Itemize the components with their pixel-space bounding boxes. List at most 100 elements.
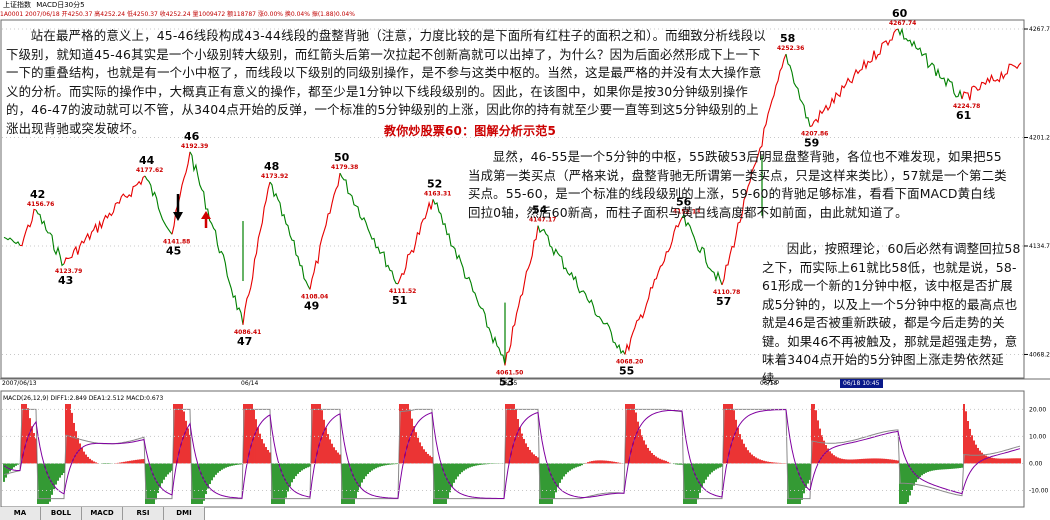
pivot-price-label: 4163.31 <box>424 190 451 197</box>
date-label: 06/14 <box>241 380 259 387</box>
pivot-price-label: 4086.41 <box>234 329 261 336</box>
dea-line <box>3 409 1021 499</box>
price-segment <box>171 151 191 235</box>
price-segment <box>397 199 434 285</box>
price-axis: 4267.7 4201.2 4134.7 4068.2 <box>1024 26 1050 358</box>
pivot-price-label: 4152.13 <box>673 209 700 216</box>
pivot-number-label: 55 <box>619 364 634 377</box>
pivot-price-label: 4110.78 <box>713 289 740 296</box>
price-segment <box>3 236 21 246</box>
pivot-number-label: 49 <box>304 299 319 312</box>
price-tick-label: 4201.2 <box>1029 134 1050 141</box>
analysis-paragraph-mid: 显然，46-55是一个5分钟的中枢，55跌破53后明显盘整背驰，各位也不难发现，… <box>468 149 1007 220</box>
macd-panel-frame <box>0 390 1025 508</box>
price-segment <box>785 53 811 127</box>
macd-histogram <box>3 404 1021 504</box>
pivot-price-label: 4267.74 <box>889 20 916 27</box>
price-segment <box>504 225 539 366</box>
pivot-number-label: 43 <box>58 274 73 287</box>
black-arrow-icon <box>173 194 183 221</box>
price-tick-label: 4068.2 <box>1029 351 1050 358</box>
pivot-price-label: 4177.62 <box>136 167 163 174</box>
pivot-number-label: 54 <box>532 204 548 217</box>
price-segment <box>35 209 65 267</box>
pivot-number-label: 53 <box>499 375 514 388</box>
red-arrow-icon <box>201 211 211 228</box>
pivot-number-label: 60 <box>892 7 908 20</box>
pivot-price-label: 4156.76 <box>27 201 54 208</box>
indicator-label: MACD日30分5 <box>36 1 85 9</box>
macd-tick-label: 20.00 <box>1029 406 1046 413</box>
price-series <box>3 27 1022 366</box>
analysis-paragraph-top: 站在最严格的意义上，45-46线段构成43-44线段的盘整背驰（注意，力度比较的… <box>6 28 766 136</box>
price-segment <box>144 175 173 235</box>
price-segment <box>809 28 899 128</box>
pivot-price-label: 4068.20 <box>616 358 643 365</box>
pivot-number-label: 42 <box>30 188 45 201</box>
pivot-price-label: 4252.36 <box>777 45 804 52</box>
price-panel-frame <box>0 19 1025 379</box>
pivot-number-label: 59 <box>804 137 819 150</box>
price-segment <box>681 213 723 286</box>
price-segment <box>897 27 963 100</box>
pivot-price-label: 4111.52 <box>389 288 416 295</box>
macd-tick-label: 0.00 <box>1029 460 1043 467</box>
tab-macd[interactable]: MACD <box>82 507 123 520</box>
macd-axis: 20.00 10.00 0.00 -10.00 <box>2 406 1049 494</box>
tab-rsi[interactable]: RSI <box>123 507 164 520</box>
pivot-number-label: 58 <box>780 32 795 45</box>
tab-dmi[interactable]: DMI <box>164 507 205 520</box>
price-segment <box>242 181 271 325</box>
annotation-title: 教你炒股票60：图解分析示范5 <box>384 124 557 138</box>
price-segment <box>432 199 506 366</box>
date-label: 06/15 <box>500 380 518 387</box>
price-segment <box>537 225 626 355</box>
pivot-number-label: 56 <box>676 196 692 209</box>
pivot-number-label: 47 <box>237 335 252 348</box>
price-segment <box>19 208 37 247</box>
pivot-price-label: 4192.39 <box>181 143 208 150</box>
chart-header: 上证指数 MACD日30分5 <box>0 0 1050 10</box>
macd-tick-label: 10.00 <box>1029 433 1046 440</box>
indicator-tabs: MA BOLL MACD RSI DMI <box>0 507 1050 520</box>
pivot-price-label: 4061.50 <box>496 369 523 376</box>
pivot-number-label: 45 <box>166 244 181 257</box>
macd-header: MACD(26,12,9) DIFF1:2.849 DEA1:2.512 MAC… <box>3 395 163 402</box>
pivot-price-label: 4147.17 <box>529 217 556 224</box>
pivot-number-label: 57 <box>716 295 731 308</box>
analysis-paragraph-right: 因此，按照理论，60后必然有调整回拉58之下，而实际上61就比58低，也就是说，… <box>762 241 1021 386</box>
price-segment <box>269 181 311 290</box>
price-segment <box>721 53 787 286</box>
price-segment <box>63 175 146 264</box>
date-label: 06/18 <box>760 380 778 387</box>
price-tick-label: 4267.7 <box>1029 26 1050 33</box>
price-segment <box>624 217 683 355</box>
tab-boll[interactable]: BOLL <box>41 507 82 520</box>
quote-line: 1A0001 2007/06/18 开4250.37 高4252.24 低425… <box>0 11 355 18</box>
pivot-price-label: 4207.86 <box>801 131 828 138</box>
pivot-number-label: 46 <box>184 130 200 143</box>
price-tick-label: 4134.7 <box>1029 243 1050 250</box>
price-segment <box>339 172 399 285</box>
cursor-date-label: 06/18 10:45 <box>840 379 883 388</box>
pivot-price-label: 4224.78 <box>953 103 980 110</box>
pivot-number-label: 44 <box>139 154 155 167</box>
pivot-number-label: 61 <box>956 109 971 122</box>
pivot-number-label: 52 <box>427 177 442 190</box>
tab-ma[interactable]: MA <box>0 507 41 520</box>
pivot-price-label: 4123.79 <box>55 268 82 275</box>
pivot-price-label: 4141.88 <box>163 238 190 245</box>
pivot-price-label: 4173.92 <box>261 173 288 180</box>
price-segment <box>189 151 244 325</box>
pivot-price-label: 4108.04 <box>301 293 328 300</box>
date-label: 2007/06/13 <box>2 380 37 387</box>
pivot-number-label: 50 <box>334 151 350 164</box>
diff-line <box>3 408 1021 500</box>
chart-title: 上证指数 <box>3 1 31 9</box>
pivot-price-label: 4179.38 <box>331 164 358 171</box>
pivot-number-label: 51 <box>392 294 407 307</box>
macd-tick-label: -10.00 <box>1029 487 1049 494</box>
price-segment <box>309 173 341 290</box>
